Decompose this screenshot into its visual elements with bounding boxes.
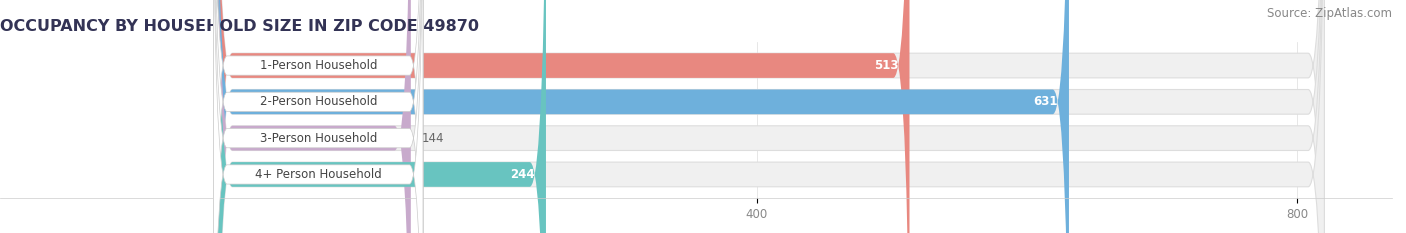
Text: 244: 244 bbox=[510, 168, 536, 181]
FancyBboxPatch shape bbox=[214, 0, 423, 233]
FancyBboxPatch shape bbox=[217, 0, 1324, 233]
FancyBboxPatch shape bbox=[214, 0, 423, 233]
Text: 4+ Person Household: 4+ Person Household bbox=[254, 168, 381, 181]
Text: OCCUPANCY BY HOUSEHOLD SIZE IN ZIP CODE 49870: OCCUPANCY BY HOUSEHOLD SIZE IN ZIP CODE … bbox=[0, 19, 479, 34]
FancyBboxPatch shape bbox=[214, 0, 423, 233]
FancyBboxPatch shape bbox=[217, 0, 910, 233]
Text: 513: 513 bbox=[875, 59, 898, 72]
FancyBboxPatch shape bbox=[214, 0, 423, 233]
Text: 3-Person Household: 3-Person Household bbox=[260, 132, 377, 145]
Text: Source: ZipAtlas.com: Source: ZipAtlas.com bbox=[1267, 7, 1392, 20]
Text: 2-Person Household: 2-Person Household bbox=[260, 95, 377, 108]
FancyBboxPatch shape bbox=[217, 0, 1324, 233]
FancyBboxPatch shape bbox=[217, 0, 546, 233]
FancyBboxPatch shape bbox=[217, 0, 411, 233]
FancyBboxPatch shape bbox=[217, 0, 1324, 233]
Text: 144: 144 bbox=[422, 132, 444, 145]
FancyBboxPatch shape bbox=[217, 0, 1324, 233]
FancyBboxPatch shape bbox=[217, 0, 1069, 233]
Text: 1-Person Household: 1-Person Household bbox=[260, 59, 377, 72]
Text: 631: 631 bbox=[1033, 95, 1059, 108]
